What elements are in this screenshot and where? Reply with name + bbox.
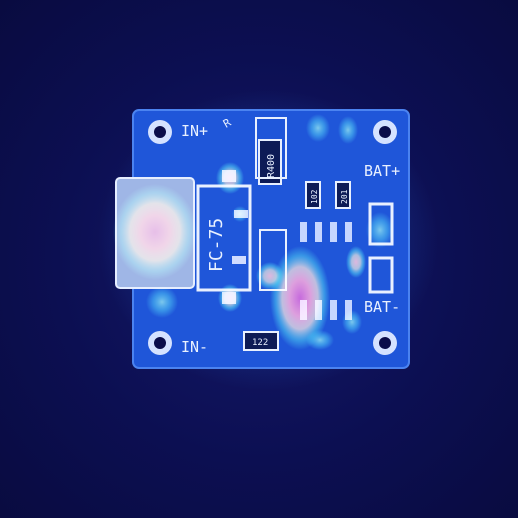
label-bat-minus: BAT- [364, 298, 400, 316]
mounting-holes [148, 120, 397, 355]
resistor-r400 [258, 139, 282, 185]
resistor-102 [305, 181, 321, 209]
label-102: 102 [310, 189, 319, 204]
heatmap-overlay [113, 114, 394, 350]
label-201: 201 [340, 189, 349, 204]
label-bat-plus: BAT+ [364, 162, 400, 180]
label-in-minus: IN- [181, 338, 208, 356]
label-r400: R400 [266, 154, 277, 178]
label-in-plus: IN+ [181, 122, 208, 140]
resistor-122 [243, 331, 279, 351]
bat-minus-pad [368, 256, 394, 294]
resistor-201 [335, 181, 351, 209]
label-122: 122 [252, 338, 268, 348]
label-model: FC-75 [206, 218, 227, 272]
